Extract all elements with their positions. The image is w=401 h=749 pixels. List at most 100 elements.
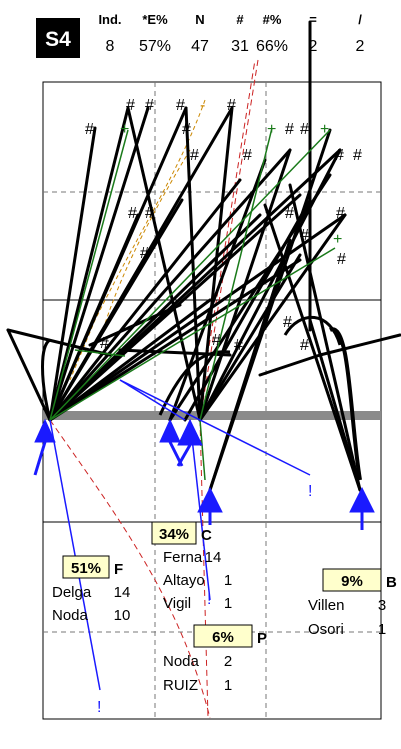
shot-line: [288, 183, 362, 492]
hash-mark: #: [300, 337, 309, 354]
zone-f-letter: F: [114, 561, 123, 578]
stat-label-ind: Ind.: [98, 12, 121, 27]
blue-shot: [49, 419, 101, 691]
green-shot: [49, 129, 331, 421]
stat-label-e-pct: *E%: [142, 12, 168, 27]
hash-mark: #: [128, 205, 137, 222]
shot-line: [308, 318, 362, 492]
plus-mark: +: [267, 121, 276, 138]
shot-line: [208, 128, 332, 492]
stat-value-n: 47: [191, 38, 209, 55]
zone-b-count-1: 3: [378, 597, 386, 614]
stats-values: 8 57% 47 31 66% 2 2: [106, 38, 365, 55]
hash-mark: #: [285, 205, 294, 222]
blue-arrows: [33, 418, 375, 530]
stat-value-eq: 2: [309, 38, 318, 55]
arrow-stem: [33, 441, 47, 476]
zone-c-pct: 34%: [159, 526, 189, 543]
zone-p-count-2: 1: [224, 677, 232, 694]
zone-c-count-3: 1: [224, 595, 232, 612]
zone-b-count-2: 1: [378, 621, 386, 638]
zone-c-name-1: Ferna: [163, 549, 203, 566]
shot-line: [48, 106, 130, 422]
stat-value-hash: 31: [231, 38, 249, 55]
court-outline: [42, 81, 382, 720]
shot-line: [198, 253, 302, 422]
hash-mark: #: [182, 121, 191, 138]
zone-f-name-1: Delga: [52, 584, 92, 601]
hash-mark: #: [300, 121, 309, 138]
arrow-up: [177, 418, 203, 446]
shot-line: [318, 333, 401, 357]
blue-shot: [119, 379, 186, 421]
stats-header: Ind. *E% N # #% = /: [98, 12, 362, 27]
zone-p-pct: 6%: [212, 629, 234, 646]
hash-mark: #: [283, 314, 292, 331]
zone-b-pct-box: [322, 568, 382, 592]
green-shots: [49, 127, 336, 481]
net-band: [43, 411, 381, 420]
plus-mark: +: [333, 231, 342, 248]
hash-mark: #: [100, 335, 109, 352]
badge-box: [36, 18, 80, 58]
shot-line: [6, 328, 112, 357]
hash-mark: #: [126, 97, 135, 114]
curved-shot-3: [158, 350, 231, 416]
hash-mark: #: [176, 97, 185, 114]
zone-b: 9% B Villen 3 Osori 1: [308, 568, 397, 638]
orange-trajectory: [69, 99, 206, 381]
dash-mark: -: [200, 97, 205, 114]
shot-line: [184, 106, 202, 422]
bang-mark: !: [207, 591, 211, 608]
green-shot: [199, 419, 206, 481]
blue-shot: [119, 379, 311, 476]
plus-mark: +: [320, 121, 329, 138]
shot-line: [88, 303, 182, 347]
shot-line: [48, 106, 150, 422]
hash-mark: #: [227, 97, 236, 114]
stat-value-ind: 8: [106, 38, 115, 55]
zone-b-name-1: Villen: [308, 597, 344, 614]
zone-p-letter: P: [257, 630, 267, 647]
shot-line: [48, 198, 184, 422]
green-shot: [199, 127, 273, 421]
bang-mark: !: [308, 483, 312, 500]
hash-mark: #: [190, 147, 199, 164]
green-shot: [74, 349, 126, 357]
shot-line: [48, 178, 242, 422]
hash-mark: #: [336, 205, 345, 222]
zone-p-name-2: RUIZ: [163, 677, 198, 694]
shot-line: [263, 203, 362, 492]
zone-b-pct: 9%: [341, 573, 363, 590]
curved-shot-2: [41, 338, 52, 421]
badge-label: S4: [45, 28, 71, 51]
zone-f: 51% F Delga 14 Noda 10: [52, 555, 131, 624]
stat-label-n: N: [195, 12, 204, 27]
green-shot: [49, 129, 129, 421]
zone-b-name-2: Osori: [308, 621, 344, 638]
hash-mark: #: [140, 245, 149, 262]
stat-value-e-pct: 57%: [139, 38, 171, 55]
zone-c: 34% C Ferna 14 Altayo 1 Vigil 1: [151, 521, 232, 612]
hash-mark: #: [145, 97, 154, 114]
stat-label-eq: =: [309, 12, 317, 27]
orange-trajectory-2: [99, 149, 191, 341]
bang-mark: !: [97, 699, 101, 716]
shot-line: [48, 298, 212, 422]
stat-value-slash: 2: [356, 38, 365, 55]
curved-shot-4: [283, 316, 342, 346]
hash-mark: #: [353, 147, 362, 164]
hash-mark: #: [85, 121, 94, 138]
shot-line: [48, 126, 97, 422]
shot-line: [168, 158, 267, 422]
zone-f-count-1: 14: [114, 584, 131, 601]
zone-p-count-1: 2: [224, 653, 232, 670]
arrow-up: [349, 486, 375, 513]
zone-c-count-1: 14: [205, 549, 222, 566]
red-line-3: [49, 419, 211, 719]
hash-mark: #: [300, 227, 309, 244]
black-shots: [6, 20, 401, 492]
arrow-stem: [176, 444, 192, 467]
zone-p: 6% P Noda 2 RUIZ 1: [163, 624, 267, 694]
